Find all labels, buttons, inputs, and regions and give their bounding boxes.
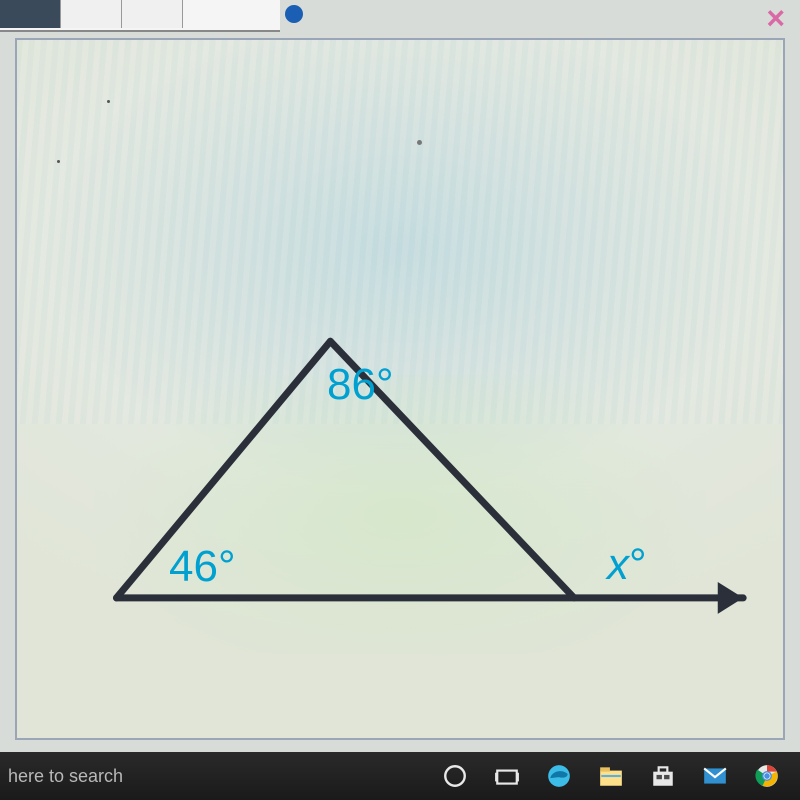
close-icon[interactable]: × [766,0,785,37]
triangle-diagram [17,40,783,738]
taskbar-icons [442,763,780,789]
windows-taskbar: here to search [0,752,800,800]
mail-icon[interactable] [702,763,728,789]
taskbar-search-text[interactable]: here to search [8,766,123,787]
toolbar-cell-active[interactable] [0,0,61,28]
store-icon[interactable] [650,763,676,789]
image-canvas: 86° 46° x° [15,38,785,740]
taskview-icon[interactable] [494,763,520,789]
checkmark-icon [285,5,303,23]
file-explorer-icon[interactable] [598,763,624,789]
angle-top-label: 86° [327,360,394,410]
cortana-icon[interactable] [442,763,468,789]
toolbar-cell[interactable] [122,0,183,28]
angle-left-label: 46° [169,542,236,592]
toolbar-fragment [0,0,280,32]
angle-exterior-label: x° [607,540,647,590]
edge-icon[interactable] [546,763,572,789]
chrome-icon[interactable] [754,763,780,789]
toolbar-cell[interactable] [61,0,122,28]
